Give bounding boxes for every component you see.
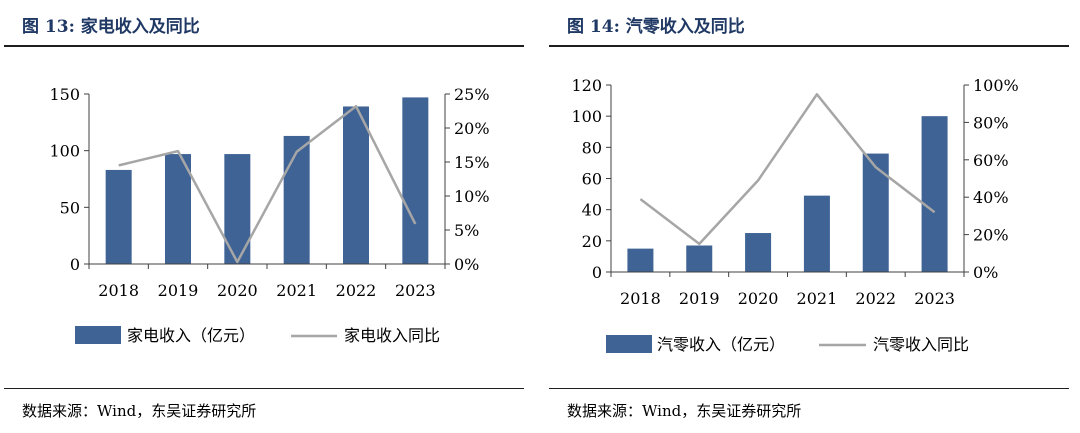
income-chart-auto-parts: 0 20 40 60 80 100 120 0% 20% 40% 60% 80% 100% 2018 201…: [571, 76, 1019, 354]
bar-2022: [343, 106, 369, 264]
right-tick-label: 0%: [973, 263, 998, 282]
left-tick-label: 0: [70, 255, 80, 274]
growth-line: [118, 104, 417, 264]
left-tick-label: 120: [571, 76, 602, 95]
right-tick-label: 60%: [973, 151, 1009, 170]
bar-2022: [862, 153, 889, 272]
right-tick-label: 25%: [454, 85, 490, 104]
legend-bar-swatch: [75, 326, 121, 344]
left-tick-label: 100: [49, 142, 80, 161]
x-tick-label: 2020: [738, 289, 779, 308]
x-tick-label: 2021: [276, 281, 317, 300]
data-source: 数据来源：Wind，东吴证券研究所: [22, 402, 257, 420]
legend-line-label: 汽零收入同比: [873, 335, 969, 354]
x-tick-label: 2022: [336, 281, 377, 300]
bar-2019: [686, 245, 713, 272]
legend-bar-swatch: [606, 335, 652, 353]
bar-2018: [627, 248, 654, 272]
income-chart-home-appliances: 0 50 100 150 0% 5% 10% 15% 20% 25% 2018 2019 2020 202…: [49, 85, 490, 345]
right-tick-label: 20%: [454, 119, 490, 138]
right-tick-label: 100%: [973, 76, 1019, 95]
x-tick-label: 2021: [797, 289, 838, 308]
title-rule: [549, 45, 1069, 47]
x-tick-label: 2022: [855, 289, 896, 308]
left-tick-label: 40: [582, 201, 602, 220]
x-tick-label: 2023: [395, 281, 436, 300]
right-tick-label: 80%: [973, 113, 1009, 132]
right-tick-label: 0%: [454, 255, 479, 274]
x-tick-label: 2023: [914, 289, 955, 308]
bar-2023: [921, 116, 948, 273]
bar-2021: [803, 195, 830, 272]
x-tick-label: 2019: [679, 289, 720, 308]
left-tick-label: 20: [582, 232, 602, 251]
left-tick-label: 80: [582, 138, 602, 157]
left-tick-label: 60: [582, 170, 602, 189]
right-tick-label: 20%: [973, 226, 1009, 245]
left-tick-label: 50: [60, 198, 80, 217]
right-tick-label: 40%: [973, 188, 1009, 207]
legend-bar-label: 汽零收入（亿元）: [657, 335, 785, 354]
legend-line-label: 家电收入同比: [344, 326, 440, 345]
left-tick-label: 100: [571, 107, 602, 126]
data-source: 数据来源：Wind，东吴证券研究所: [567, 402, 802, 420]
bar-2020: [745, 233, 772, 272]
right-tick-label: 5%: [454, 221, 479, 240]
x-tick-label: 2019: [158, 281, 199, 300]
x-tick-label: 2018: [98, 281, 139, 300]
x-tick-label: 2020: [217, 281, 258, 300]
growth-line: [639, 93, 936, 246]
source-rule: [4, 388, 524, 389]
figure-14: 图 14: 汽零收入及同比 0 20 40 60 80 100 120 0% 20% 40% 60%…: [549, 0, 1069, 433]
figure-title: 图 13: 家电收入及同比: [22, 17, 200, 37]
figure-title: 图 14: 汽零收入及同比: [567, 17, 745, 37]
bar-2018: [105, 169, 132, 264]
right-tick-label: 15%: [454, 153, 490, 172]
right-tick-label: 10%: [454, 187, 490, 206]
figure-13: 图 13: 家电收入及同比 0 50 100 150 0% 5% 10% 15% 20% 25% 2…: [4, 0, 524, 433]
left-tick-label: 0: [592, 263, 602, 282]
x-tick-label: 2018: [620, 289, 661, 308]
legend-bar-label: 家电收入（亿元）: [127, 326, 255, 345]
bar-2023: [402, 97, 429, 265]
source-rule: [549, 388, 1069, 389]
bar-2021: [283, 135, 310, 264]
title-rule: [4, 45, 524, 47]
left-tick-label: 150: [49, 85, 80, 104]
bar-2019: [165, 154, 191, 264]
